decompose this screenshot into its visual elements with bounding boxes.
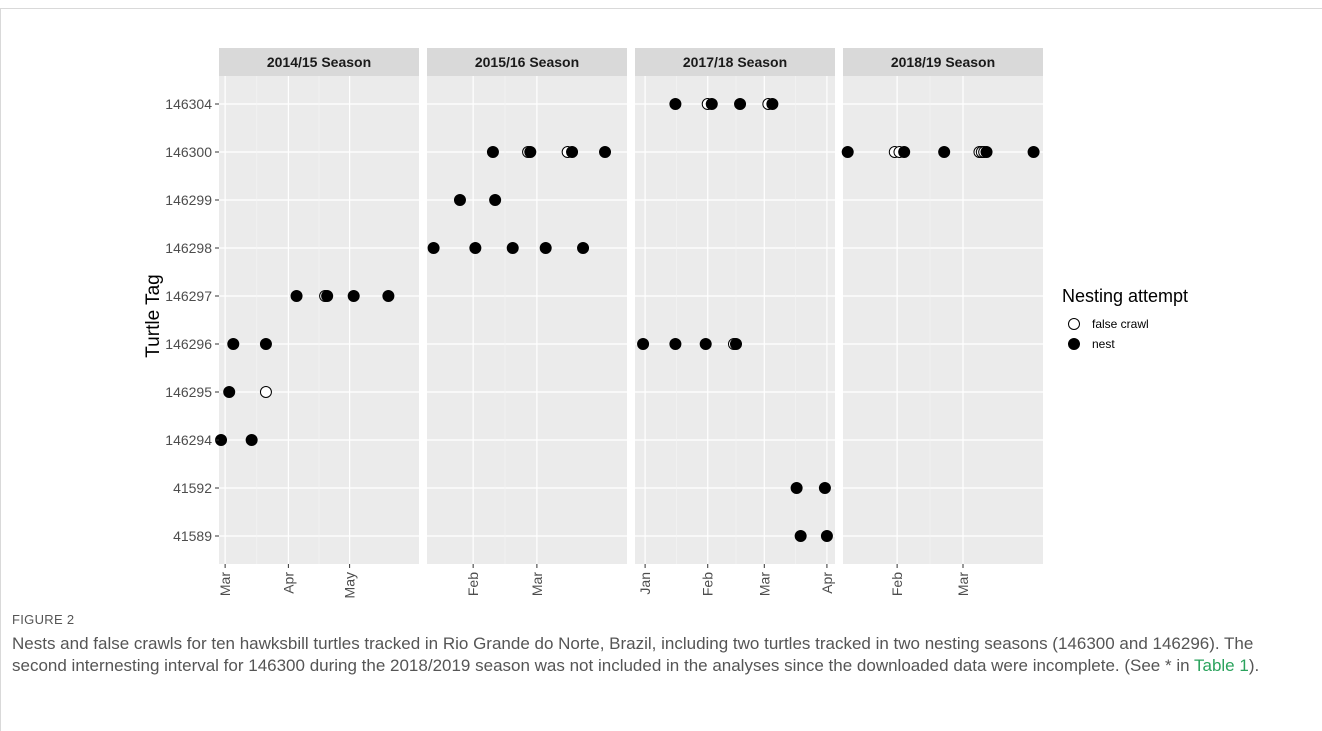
y-tick-label: 146297 xyxy=(165,288,212,304)
figure-caption: FIGURE 2 Nests and false crawls for ten … xyxy=(12,612,1312,677)
nest-point xyxy=(669,338,682,350)
legend-false-crawl-marker xyxy=(1068,318,1080,330)
x-tick-label: Jan xyxy=(637,572,653,595)
nest-point xyxy=(794,530,807,542)
nest-point xyxy=(245,434,258,446)
nest-point xyxy=(820,530,833,542)
x-tick-label: May xyxy=(342,572,358,598)
top-divider xyxy=(0,8,1322,9)
nest-point xyxy=(223,386,236,398)
legend: Nesting attempt false crawl nest xyxy=(1062,286,1188,351)
nest-point xyxy=(347,290,360,302)
nest-point xyxy=(699,338,712,350)
figure-label: FIGURE 2 xyxy=(12,612,75,627)
nest-point xyxy=(938,146,951,158)
panel-strip xyxy=(843,48,1043,76)
nest-point xyxy=(790,482,803,494)
nest-point xyxy=(637,338,650,350)
x-tick-label: Mar xyxy=(217,572,233,596)
nest-point xyxy=(427,242,440,254)
legend-label: nest xyxy=(1092,337,1115,351)
nest-point xyxy=(1027,146,1040,158)
panel-title: 2017/18 Season xyxy=(683,54,787,70)
nest-point xyxy=(577,242,590,254)
x-tick-label: Mar xyxy=(756,572,772,596)
panel-strip xyxy=(427,48,627,76)
turtle-nesting-chart: Turtle Tag 2014/15 Season Mar Apr May 2015/1… xyxy=(143,48,1188,598)
caption-text-before: Nests and false crawls for ten hawksbill… xyxy=(12,634,1254,675)
nest-point xyxy=(841,146,854,158)
panel-title: 2018/19 Season xyxy=(891,54,995,70)
panel-1: 2014/15 Season Mar Apr May xyxy=(215,48,419,598)
nest-point xyxy=(489,194,502,206)
panel-background xyxy=(635,76,835,564)
nest-point xyxy=(259,338,272,350)
x-tick-label: Apr xyxy=(280,572,296,594)
panel-strip xyxy=(635,48,835,76)
x-tick-label: Mar xyxy=(529,572,545,596)
panel-4: 2018/19 Season Feb Mar xyxy=(841,48,1043,596)
nest-point xyxy=(524,146,537,158)
nest-point xyxy=(566,146,579,158)
nest-point xyxy=(453,194,466,206)
y-axis-label: Turtle Tag xyxy=(143,274,164,357)
panel-2: 2015/16 Season Feb Mar xyxy=(427,48,627,596)
y-tick-label: 41592 xyxy=(173,480,212,496)
panel-title: 2015/16 Season xyxy=(475,54,579,70)
panel-title: 2014/15 Season xyxy=(267,54,371,70)
caption-text-after: ). xyxy=(1248,656,1260,675)
table-1-link[interactable]: Table 1 xyxy=(1193,656,1249,675)
nest-point xyxy=(818,482,831,494)
x-tick-label: Feb xyxy=(465,572,481,596)
y-tick-label: 146300 xyxy=(165,144,212,160)
x-tick-label: Mar xyxy=(955,572,971,596)
nest-point xyxy=(506,242,519,254)
nest-point xyxy=(705,98,718,110)
nest-point xyxy=(730,338,743,350)
nest-point xyxy=(290,290,303,302)
y-tick-label: 146295 xyxy=(165,384,212,400)
nest-point xyxy=(469,242,482,254)
panel-3: 2017/18 Season Jan Feb Mar Apr xyxy=(635,48,835,596)
nest-point xyxy=(599,146,612,158)
y-tick-label: 146296 xyxy=(165,336,212,352)
false-crawl-point xyxy=(259,386,272,398)
nest-point xyxy=(766,98,779,110)
y-tick-label: 146299 xyxy=(165,192,212,208)
nest-point xyxy=(486,146,499,158)
nest-point xyxy=(227,338,240,350)
facet-panels: 2014/15 Season Mar Apr May 2015/16 Season Feb… xyxy=(215,48,1043,598)
y-tick-label: 146298 xyxy=(165,240,212,256)
figure-caption-text: Nests and false crawls for ten hawksbill… xyxy=(12,633,1312,677)
nest-point xyxy=(734,98,747,110)
x-tick-label: Apr xyxy=(819,572,835,594)
nest-point xyxy=(321,290,334,302)
y-tick-label: 41589 xyxy=(173,528,212,544)
nest-point xyxy=(669,98,682,110)
nest-point xyxy=(898,146,911,158)
legend-title: Nesting attempt xyxy=(1062,286,1188,306)
legend-nest-marker xyxy=(1068,338,1080,350)
x-tick-label: Feb xyxy=(889,572,905,596)
nest-point xyxy=(980,146,993,158)
nest-point xyxy=(382,290,395,302)
left-divider xyxy=(0,8,1,731)
x-tick-label: Feb xyxy=(700,572,716,596)
y-tick-label: 146304 xyxy=(165,96,212,112)
nest-point xyxy=(539,242,552,254)
panel-strip xyxy=(219,48,419,76)
y-axis: 146304 146300 146299 146298 146297 146296 1462… xyxy=(165,96,219,544)
y-tick-label: 146294 xyxy=(165,432,212,448)
legend-label: false crawl xyxy=(1092,317,1149,331)
